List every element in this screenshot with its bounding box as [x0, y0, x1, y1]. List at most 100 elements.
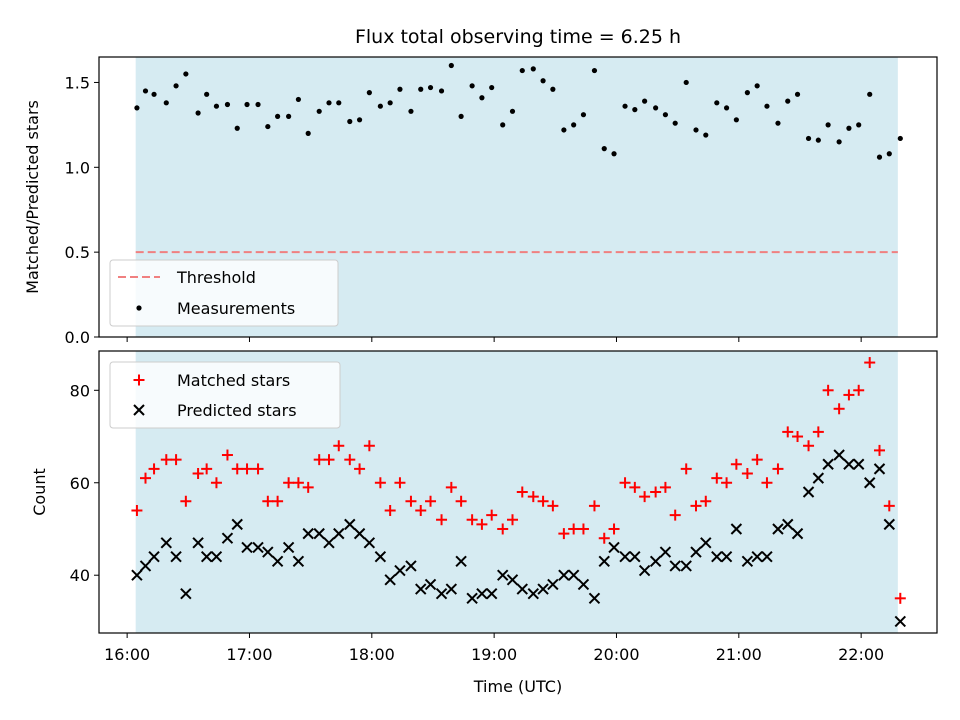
measurement-point	[286, 113, 292, 119]
measurement-point	[275, 113, 281, 119]
y-tick-label: 80	[70, 381, 90, 400]
predicted-stars-point	[506, 574, 519, 586]
matched-stars-point	[711, 472, 723, 484]
predicted-stars-point	[864, 477, 876, 489]
measurement-point	[653, 105, 659, 111]
matched-stars-point	[619, 477, 631, 489]
matched-stars-point	[323, 454, 335, 466]
measurement-point	[500, 122, 506, 128]
legend-threshold-label: Threshold	[176, 268, 256, 287]
matched-stars-point	[721, 477, 733, 489]
matched-stars-point	[588, 500, 600, 512]
matched-stars-point	[313, 454, 325, 466]
x-tick-label: 21:00	[716, 645, 762, 664]
measurement-point	[876, 154, 883, 160]
measurement-point	[183, 71, 189, 77]
predicted-stars-point	[333, 527, 345, 540]
predicted-stars-point	[547, 578, 559, 591]
matched-stars-point	[792, 431, 804, 443]
matched-stars-point	[131, 504, 143, 516]
matched-stars-point	[192, 468, 204, 480]
matched-stars-point	[659, 481, 671, 493]
matched-stars-point	[874, 444, 886, 456]
measurement-point	[703, 132, 709, 138]
predicted-stars-point	[690, 546, 702, 558]
measurement-point	[836, 139, 842, 145]
measurement-point	[540, 78, 546, 84]
matched-stars-point	[292, 477, 304, 489]
y-tick-label: 1.0	[65, 158, 90, 177]
matched-stars-point	[374, 477, 386, 489]
predicted-stars-point	[791, 527, 804, 540]
measurement-point	[195, 110, 201, 116]
measurement-point	[611, 151, 617, 157]
predicted-stars-point	[680, 560, 692, 572]
predicted-stars-point	[292, 555, 305, 568]
legend-matched-label: Matched stars	[177, 371, 290, 390]
matched-stars-point	[148, 463, 160, 475]
matched-stars-point	[384, 504, 396, 516]
bottom-plot-frame	[98, 350, 938, 634]
predicted-stars-point	[160, 537, 172, 549]
matched-stars-point	[180, 495, 192, 507]
matched-stars-point	[598, 532, 610, 544]
matched-stars-point	[283, 477, 295, 489]
predicted-stars-point	[852, 458, 865, 470]
predicted-stars-point	[497, 569, 509, 581]
measurement-point	[336, 100, 342, 106]
measurement-point	[316, 108, 322, 114]
predicted-stars-point	[363, 537, 376, 549]
matched-stars-point	[547, 500, 559, 512]
measurement-point	[683, 79, 689, 86]
matched-stars-point	[344, 454, 356, 466]
predicted-stars-point	[527, 587, 539, 600]
predicted-stars-point	[435, 587, 448, 600]
matched-stars-point	[210, 477, 222, 489]
predicted-stars-point	[649, 555, 662, 568]
predicted-stars-point	[577, 578, 590, 591]
y-tick-label: 0.5	[65, 243, 90, 262]
matched-stars-point	[537, 495, 549, 507]
measurement-point	[693, 127, 699, 133]
predicted-stars-point	[720, 551, 733, 563]
measurement-point	[815, 137, 821, 143]
measurement-point	[622, 103, 628, 109]
measurement-point	[377, 103, 383, 109]
measurement-point	[438, 88, 445, 94]
measurement-point	[897, 135, 903, 142]
predicted-stars-point	[894, 615, 907, 628]
matched-stars-point	[803, 440, 815, 452]
predicted-stars-point	[812, 472, 825, 484]
measurement-point	[489, 84, 495, 91]
matched-stars-point	[272, 495, 284, 507]
y-tick-label: 40	[70, 566, 90, 585]
x-tick-label: 19:00	[471, 645, 517, 664]
y-axis-label: Count	[30, 468, 49, 516]
matched-stars-point	[170, 454, 182, 466]
predicted-stars-point	[669, 560, 681, 572]
matched-stars-point	[231, 463, 243, 475]
matched-stars-point	[333, 440, 345, 452]
predicted-stars-point	[252, 541, 264, 554]
measurement-point	[723, 105, 730, 111]
legend-bottom-box	[109, 361, 341, 429]
predicted-stars-point	[711, 551, 723, 563]
measurement-point	[448, 62, 454, 69]
predicted-stars-point	[384, 574, 396, 586]
measurement-point	[785, 98, 791, 104]
matched-stars-point	[751, 454, 763, 466]
measurement-point	[163, 100, 169, 106]
measurement-point	[794, 91, 801, 97]
matched-stars-point	[883, 500, 895, 512]
matched-stars-point	[415, 504, 427, 516]
matched-stars-point	[629, 481, 641, 493]
predicted-stars-point	[537, 583, 549, 595]
legend-top-box	[109, 259, 339, 327]
predicted-stars-point	[516, 583, 528, 595]
matched-stars-point	[221, 449, 233, 461]
predicted-stars-point	[131, 569, 143, 581]
predicted-stars-point	[200, 551, 213, 563]
predicted-stars-point	[148, 551, 160, 563]
predicted-stars-point	[567, 569, 580, 581]
